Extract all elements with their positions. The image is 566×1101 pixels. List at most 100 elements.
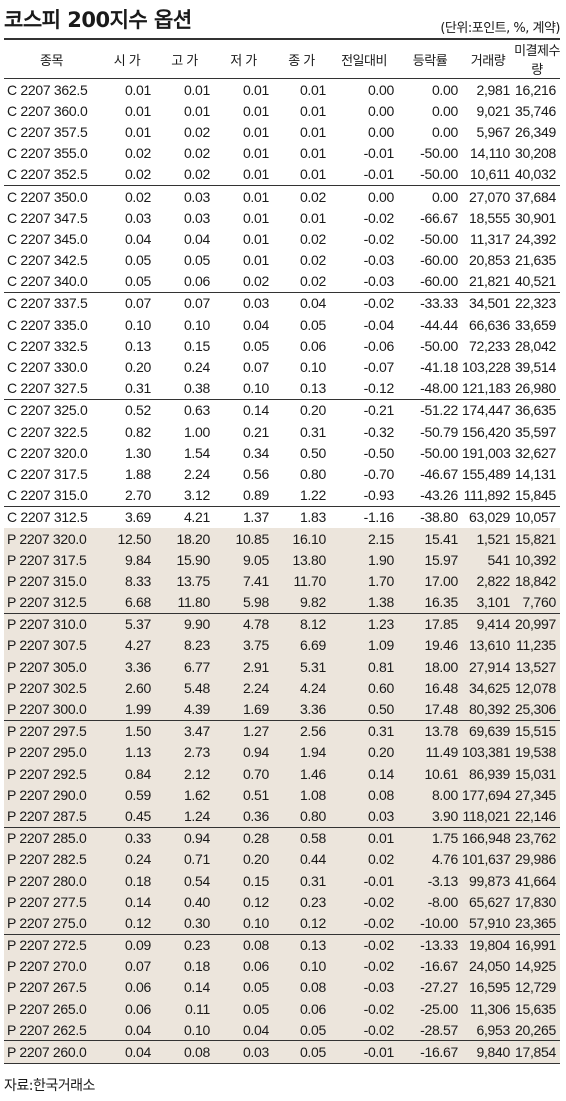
cell-open-interest: 11,235 bbox=[514, 634, 560, 657]
cell-change: 0.60 bbox=[330, 677, 398, 699]
cell-code: C 2207 315.0 bbox=[7, 487, 88, 504]
cell-open: 0.02 bbox=[124, 145, 151, 162]
cell-volume: 191,003 bbox=[462, 444, 511, 461]
cell-code: P 2207 275.0 bbox=[4, 912, 99, 934]
cell-high: 0.23 bbox=[155, 933, 214, 956]
cell-close: 0.04 bbox=[273, 291, 330, 315]
cell-open: 0.82 bbox=[124, 423, 151, 440]
cell-high: 0.10 bbox=[183, 316, 210, 333]
cell-change: 1.38 bbox=[330, 591, 398, 614]
cell-code: P 2207 285.0 bbox=[4, 826, 99, 849]
cell-open-interest: 30,901 bbox=[514, 209, 556, 226]
cell-close: 2.56 bbox=[273, 719, 330, 742]
cell-change-rate: 16.35 bbox=[398, 591, 462, 614]
cell-change-rate: -44.44 bbox=[420, 316, 458, 333]
cell-open-interest: 19,538 bbox=[514, 741, 560, 763]
cell-open-interest: 16,991 bbox=[514, 933, 560, 956]
cell-code: P 2207 300.0 bbox=[4, 698, 99, 721]
cell-code: P 2207 290.0 bbox=[4, 784, 99, 806]
cell-code: C 2207 352.5 bbox=[7, 166, 88, 183]
cell-change: 1.90 bbox=[330, 549, 398, 571]
cell-volume: 156,420 bbox=[462, 423, 511, 440]
cell-change: -0.70 bbox=[363, 465, 395, 482]
table-row: C 2207 332.5 0.13 0.15 0.05 0.06 -0.06 -50.00 7… bbox=[4, 335, 560, 356]
cell-open: 8.33 bbox=[99, 570, 155, 592]
cell-code: C 2207 335.0 bbox=[7, 316, 88, 333]
cell-change-rate: -60.00 bbox=[420, 252, 458, 269]
table-row: C 2207 360.0 0.01 0.01 0.01 0.01 0.00 0.00 9,02… bbox=[4, 100, 560, 121]
cell-open: 4.27 bbox=[99, 634, 155, 657]
cell-code: P 2207 282.5 bbox=[4, 848, 99, 870]
table-row: C 2207 315.0 2.70 3.12 0.89 1.22 -0.93 -43.26 1… bbox=[4, 485, 560, 507]
table-row: P 2207 272.5 0.09 0.23 0.08 0.13 -0.02 -13.33 1… bbox=[4, 933, 560, 956]
cell-close: 0.06 bbox=[299, 337, 326, 354]
cell-low: 0.01 bbox=[242, 209, 269, 226]
table-row: P 2207 310.0 5.37 9.90 4.78 8.12 1.23 17.85 9,4… bbox=[4, 612, 560, 635]
cell-volume: 63,029 bbox=[462, 505, 514, 528]
cell-change-rate: -33.33 bbox=[398, 291, 462, 315]
cell-code: P 2207 272.5 bbox=[4, 933, 99, 956]
cell-high: 1.24 bbox=[155, 805, 214, 828]
cell-open-interest: 26,980 bbox=[514, 380, 556, 397]
cell-change: -0.02 bbox=[330, 912, 398, 934]
cell-volume: 11,306 bbox=[462, 998, 514, 1020]
cell-open: 1.30 bbox=[124, 444, 151, 461]
cell-change: -0.06 bbox=[363, 337, 395, 354]
cell-code: P 2207 310.0 bbox=[4, 612, 99, 635]
cell-volume: 19,804 bbox=[462, 933, 514, 956]
cell-open-interest: 17,854 bbox=[514, 1040, 560, 1064]
cell-high: 0.01 bbox=[183, 102, 210, 119]
cell-close: 6.69 bbox=[273, 634, 330, 657]
cell-volume: 2,981 bbox=[476, 81, 510, 98]
cell-high: 2.73 bbox=[155, 741, 214, 763]
cell-high: 15.90 bbox=[155, 549, 214, 571]
cell-open-interest: 17,830 bbox=[514, 891, 560, 913]
cell-high: 2.24 bbox=[183, 465, 210, 482]
cell-open-interest: 25,306 bbox=[514, 698, 560, 721]
cell-change: -0.93 bbox=[363, 487, 395, 504]
cell-low: 0.08 bbox=[214, 933, 273, 956]
cell-high: 0.63 bbox=[155, 398, 214, 421]
cell-low: 4.78 bbox=[214, 612, 273, 635]
cell-volume: 103,228 bbox=[462, 359, 511, 376]
cell-open-interest: 21,635 bbox=[514, 252, 556, 269]
cell-volume: 34,625 bbox=[462, 677, 514, 699]
cell-close: 0.20 bbox=[273, 398, 330, 421]
table-row: C 2207 312.5 3.69 4.21 1.37 1.83 -1.16 -38.80 6… bbox=[4, 505, 560, 528]
cell-close: 3.36 bbox=[273, 698, 330, 721]
cell-change-rate: -50.00 bbox=[420, 145, 458, 162]
cell-change-rate: 1.75 bbox=[398, 826, 462, 849]
cell-low: 2.24 bbox=[214, 677, 273, 699]
cell-change-rate: -50.00 bbox=[420, 444, 458, 461]
cell-close: 0.01 bbox=[299, 145, 326, 162]
cell-volume: 72,233 bbox=[468, 337, 510, 354]
cell-change-rate: 17.85 bbox=[398, 612, 462, 635]
cell-open: 0.01 bbox=[124, 123, 151, 140]
cell-volume: 57,910 bbox=[462, 912, 514, 934]
cell-close: 11.70 bbox=[273, 570, 330, 592]
cell-open: 0.05 bbox=[124, 273, 151, 290]
cell-change: -0.04 bbox=[363, 316, 395, 333]
cell-low: 0.01 bbox=[242, 102, 269, 119]
cell-close: 0.31 bbox=[273, 869, 330, 892]
cell-low: 0.05 bbox=[214, 976, 273, 999]
cell-open: 0.33 bbox=[99, 826, 155, 849]
cell-open-interest: 26,349 bbox=[514, 123, 556, 140]
cell-open: 0.14 bbox=[99, 891, 155, 913]
cell-change-rate: 17.00 bbox=[398, 570, 462, 592]
table-row: C 2207 327.5 0.31 0.38 0.10 0.13 -0.12 -48.00 1… bbox=[4, 378, 560, 400]
cell-open-interest: 29,986 bbox=[514, 848, 560, 870]
cell-change: -0.50 bbox=[363, 444, 395, 461]
cell-volume: 86,939 bbox=[462, 763, 514, 785]
cell-low: 0.03 bbox=[214, 1040, 273, 1064]
cell-open: 0.24 bbox=[99, 848, 155, 870]
cell-open-interest: 15,635 bbox=[514, 998, 560, 1020]
cell-change-rate: 0.00 bbox=[398, 184, 462, 208]
cell-change-rate: 4.76 bbox=[398, 848, 462, 870]
cell-close: 0.13 bbox=[273, 933, 330, 956]
table-row: P 2207 270.0 0.07 0.18 0.06 0.10 -0.02 -16.67 2… bbox=[4, 955, 560, 977]
cell-high: 0.18 bbox=[155, 955, 214, 977]
cell-change: 0.00 bbox=[367, 102, 394, 119]
cell-code: P 2207 320.0 bbox=[4, 527, 99, 550]
